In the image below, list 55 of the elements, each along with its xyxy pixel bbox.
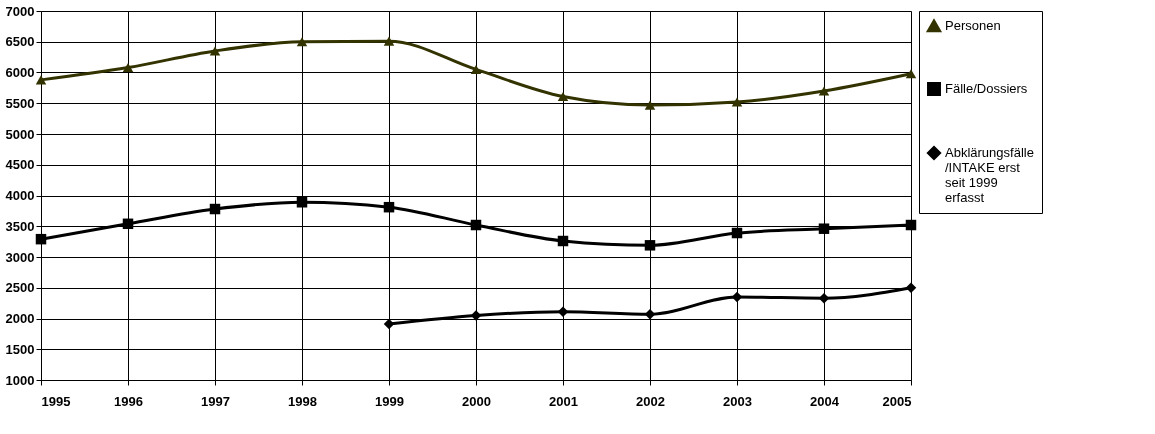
point bbox=[470, 310, 482, 321]
x-tick-label: 2003 bbox=[723, 393, 752, 409]
point bbox=[296, 37, 308, 47]
point bbox=[209, 203, 221, 215]
y-tick-label: 2500 bbox=[5, 280, 35, 296]
point bbox=[557, 235, 569, 247]
point bbox=[905, 219, 917, 231]
x-tick-label: 1997 bbox=[201, 393, 230, 409]
y-tick-label: 2000 bbox=[5, 311, 35, 326]
x-tick-label: 1999 bbox=[375, 393, 404, 409]
legend-label: Personen bbox=[945, 18, 1001, 33]
point bbox=[818, 223, 830, 234]
x-tick-label: 2005 bbox=[882, 393, 912, 409]
point bbox=[557, 306, 569, 317]
point bbox=[905, 282, 917, 293]
point bbox=[731, 227, 743, 239]
point bbox=[731, 97, 743, 107]
point bbox=[470, 64, 482, 74]
legend-label: Fälle/Dossiers bbox=[945, 81, 1028, 96]
y-tick-label: 6500 bbox=[5, 34, 35, 50]
point bbox=[644, 100, 656, 110]
y-tick-label: 7000 bbox=[5, 3, 35, 19]
x-tick-label: 1998 bbox=[288, 393, 317, 409]
y-tick-label: 3500 bbox=[5, 218, 35, 234]
y-tick-label: 4000 bbox=[5, 188, 35, 203]
point bbox=[35, 75, 47, 85]
point bbox=[209, 46, 221, 56]
y-tick-label: 1000 bbox=[5, 372, 35, 388]
point bbox=[470, 219, 482, 231]
x-tick-label: 2001 bbox=[549, 393, 578, 409]
point bbox=[818, 86, 830, 96]
y-tick-label: 6000 bbox=[5, 65, 35, 80]
y-tick-label: 1500 bbox=[5, 341, 35, 357]
x-tick-label: 2002 bbox=[636, 393, 665, 409]
point bbox=[818, 292, 830, 304]
x-tick-label: 2000 bbox=[462, 393, 491, 409]
x-tick-label: 2004 bbox=[810, 393, 840, 409]
x-tick-label: 1995 bbox=[41, 393, 71, 409]
point bbox=[296, 197, 308, 208]
x-tick-label: 1996 bbox=[114, 393, 143, 409]
point bbox=[644, 308, 656, 320]
point bbox=[383, 318, 395, 330]
point bbox=[122, 63, 134, 73]
y-tick-label: 5500 bbox=[5, 95, 35, 111]
point bbox=[557, 91, 569, 102]
y-tick-label: 3000 bbox=[5, 249, 35, 265]
point bbox=[383, 36, 395, 46]
point bbox=[905, 69, 917, 79]
y-tick-label: 5000 bbox=[5, 126, 35, 142]
point bbox=[35, 233, 47, 245]
point bbox=[122, 218, 134, 230]
legend-label: Abklärungsfälle /INTAKE erst seit 1999 erfasst bbox=[945, 145, 1034, 205]
point bbox=[383, 201, 395, 213]
point bbox=[644, 240, 656, 251]
y-tick-label: 4500 bbox=[5, 157, 35, 173]
